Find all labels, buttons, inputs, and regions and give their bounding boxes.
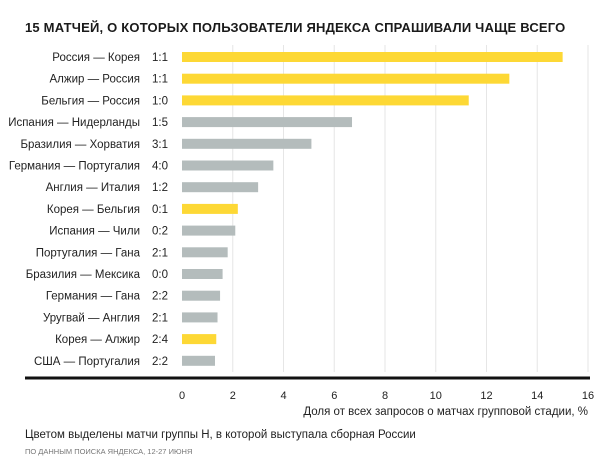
- bar: [182, 225, 236, 236]
- category-label: Португалия — Гана: [36, 247, 141, 259]
- category-label: Корея — Алжир: [55, 334, 140, 346]
- score-label: 1:1: [152, 52, 168, 64]
- score-label: 2:4: [152, 334, 169, 346]
- x-tick-label: 2: [230, 390, 236, 402]
- chart-source: ПО ДАННЫМ ПОИСКА ЯНДЕКСА, 12-27 ИЮНЯ: [25, 447, 193, 456]
- x-axis-label: Доля от всех запросов о матчах групповой…: [303, 406, 588, 418]
- bar: [182, 138, 312, 149]
- category-label: Россия — Корея: [52, 52, 140, 64]
- bar: [182, 182, 259, 193]
- category-label: Англия — Италия: [46, 182, 140, 194]
- chart-note: Цветом выделены матчи группы H, в которо…: [25, 429, 416, 441]
- bar: [182, 269, 223, 279]
- score-label: 2:2: [152, 291, 168, 303]
- score-label: 1:1: [152, 74, 168, 86]
- bar: [182, 247, 228, 258]
- bar: [182, 160, 274, 171]
- score-label: 4:0: [152, 161, 168, 173]
- bar: [182, 73, 510, 84]
- x-tick-label: 16: [582, 390, 594, 402]
- category-label: Испания — Нидерланды: [8, 117, 140, 129]
- x-tick-label: 10: [430, 390, 442, 402]
- score-label: 0:2: [152, 226, 168, 238]
- score-label: 2:1: [152, 247, 168, 259]
- bar: [182, 355, 215, 366]
- category-label: Бразилия — Мексика: [26, 269, 141, 281]
- score-label: 1:5: [152, 117, 168, 129]
- score-label: 1:0: [152, 95, 168, 107]
- bar: [182, 117, 353, 128]
- x-tick-label: 4: [280, 390, 286, 402]
- category-label: США — Португалия: [34, 356, 140, 368]
- bar: [182, 334, 217, 345]
- bar: [182, 203, 238, 214]
- score-label: 2:1: [152, 312, 168, 324]
- bar: [182, 52, 563, 62]
- score-label: 2:2: [152, 356, 168, 368]
- x-tick-label: 14: [531, 390, 543, 402]
- category-label: Алжир — Россия: [50, 74, 141, 86]
- chart-title: 15 МАТЧЕЙ, О КОТОРЫХ ПОЛЬЗОВАТЕЛИ ЯНДЕКС…: [25, 20, 566, 35]
- bar: [182, 290, 221, 301]
- category-label: Корея — Бельгия: [47, 204, 140, 216]
- category-label: Бразилия — Хорватия: [20, 139, 140, 151]
- x-tick-label: 12: [480, 390, 492, 402]
- category-label: Германия — Гана: [46, 291, 141, 303]
- score-label: 0:1: [152, 204, 168, 216]
- score-label: 1:2: [152, 182, 168, 194]
- category-label: Германия — Португалия: [9, 161, 140, 173]
- category-label: Испания — Чили: [49, 226, 140, 238]
- score-label: 0:0: [152, 269, 168, 281]
- category-label: Уругвай — Англия: [43, 312, 140, 324]
- x-tick-label: 0: [179, 390, 185, 402]
- x-tick-label: 6: [331, 390, 337, 402]
- score-label: 3:1: [152, 139, 168, 151]
- bar: [182, 312, 218, 323]
- bar: [182, 95, 469, 106]
- category-label: Бельгия — Россия: [41, 95, 140, 107]
- x-tick-label: 8: [382, 390, 388, 402]
